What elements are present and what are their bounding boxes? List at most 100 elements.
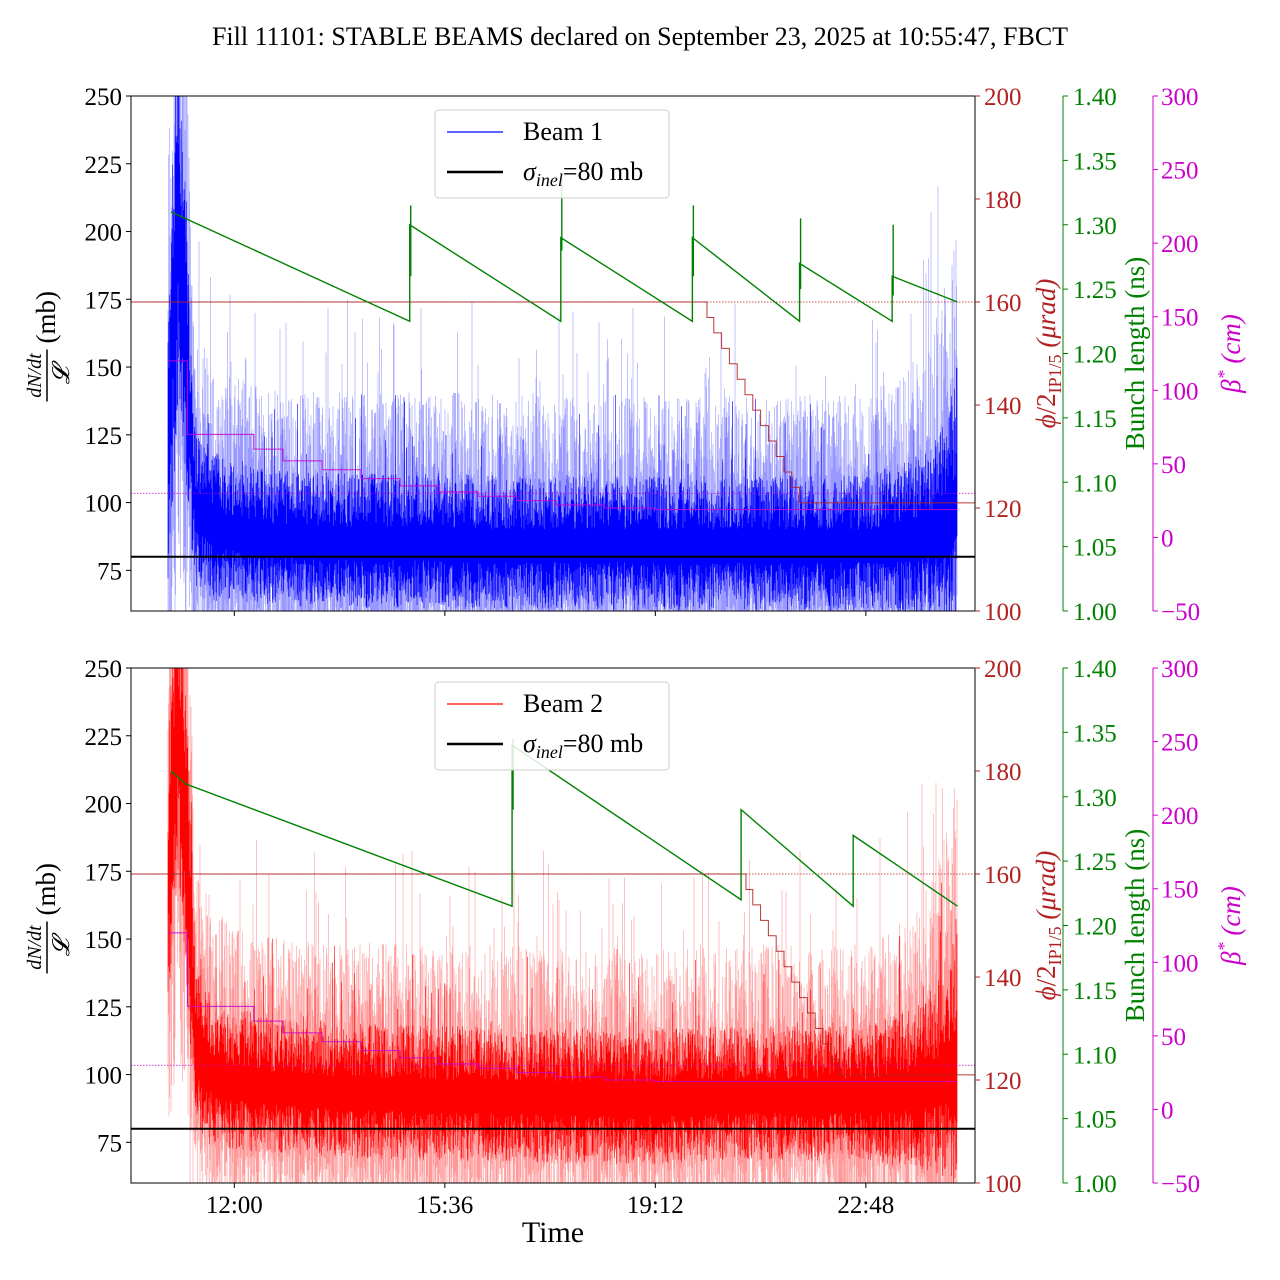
beta-star-tick-label: 0 <box>1161 1097 1174 1124</box>
left-axis-tick-label: 225 <box>85 152 123 179</box>
legend-beam-label: Beam 2 <box>523 689 603 718</box>
crossing-angle-tick-label: 160 <box>984 290 1022 317</box>
beta-star-axis-label: β* (cm) <box>1214 886 1246 966</box>
series-beta-star-line <box>168 932 958 1082</box>
plot-frame <box>130 667 976 1184</box>
crossing-angle-tick-label: 180 <box>984 759 1022 786</box>
bunch-length-tick-label: 1.30 <box>1073 785 1117 812</box>
beta-star-tick-label: −50 <box>1161 1171 1200 1198</box>
crossing-angle-tick-label: 100 <box>984 1171 1022 1198</box>
crossing-angle-tick-label: 120 <box>984 1068 1022 1095</box>
legend-sigma-label: σinel=80 mb <box>523 157 643 190</box>
crossing-angle-tick-label: 140 <box>984 393 1022 420</box>
left-axis-tick-label: 100 <box>85 491 123 518</box>
left-axis-tick-label: 150 <box>85 355 123 382</box>
left-axis-tick-label: 225 <box>85 724 123 751</box>
bunch-length-tick-label: 1.20 <box>1073 342 1117 369</box>
x-axis-tick-label: 19:12 <box>627 1192 684 1219</box>
series-crossing-angle-line <box>131 301 975 504</box>
beta-star-tick-label: 200 <box>1161 231 1199 258</box>
bunch-length-tick-label: 1.35 <box>1073 720 1117 747</box>
crossing-angle-tick-label: 180 <box>984 187 1022 214</box>
bunch-length-line <box>170 211 958 323</box>
crossing-angle-axis-label: ϕ/2IP1/5 (μrad) <box>1031 279 1065 429</box>
left-axis-tick-label: 175 <box>85 859 123 886</box>
left-axis-tick-label: 200 <box>85 792 123 819</box>
crossing-angle-axis-label: ϕ/2IP1/5 (μrad) <box>1031 851 1065 1001</box>
beta-star-tick-label: 250 <box>1161 730 1199 757</box>
x-axis-tick-label: 15:36 <box>416 1192 473 1219</box>
series-beam-2-trace <box>167 668 958 1183</box>
plot-area <box>131 96 975 611</box>
plot-frame <box>130 95 976 612</box>
bunch-length-tick-label: 1.00 <box>1073 1171 1117 1198</box>
beta-star-tick-label: −50 <box>1161 599 1200 626</box>
left-axis-label-unit: (mb) <box>31 291 61 343</box>
crossing-angle-tick-label: 160 <box>984 862 1022 889</box>
bunch-length-tick-label: 1.00 <box>1073 599 1117 626</box>
left-axis-label: dN/dt 𝓛 (mb) <box>24 291 75 402</box>
left-axis-tick-label: 125 <box>85 423 123 450</box>
bunch-length-axis-label: Bunch length (ns) <box>1120 829 1150 1022</box>
beta-star-tick-label: 150 <box>1161 877 1199 904</box>
beta-star-tick-label: 150 <box>1161 305 1199 332</box>
bunch-length-tick-label: 1.40 <box>1073 84 1117 111</box>
bunch-length-tick-label: 1.05 <box>1073 1107 1117 1134</box>
bunch-length-tick-label: 1.35 <box>1073 148 1117 175</box>
bottom-panel-beam2: 75 100 125 150 175 200 225 250 dN/dt 𝓛 (mb) 100 120 1… <box>24 656 1246 1219</box>
crossing-angle-axis-label-text: ϕ/2IP1/5 (μrad) <box>1031 279 1065 429</box>
left-axis-tick-label: 125 <box>85 995 123 1022</box>
bunch-length-tick-label: 1.15 <box>1073 406 1117 433</box>
left-axis-tick-label: 100 <box>85 1063 123 1090</box>
bunch-length-tick-label: 1.05 <box>1073 535 1117 562</box>
beta-star-tick-label: 100 <box>1161 378 1199 405</box>
beta-star-tick-label: 0 <box>1161 525 1174 552</box>
beta-star-tick-label: 300 <box>1161 656 1199 683</box>
beta-star-tick-label: 50 <box>1161 452 1186 479</box>
bunch-length-axis-label: Bunch length (ns) <box>1120 257 1150 450</box>
left-axis-tick-label: 250 <box>85 656 123 683</box>
crossing-angle-tick-label: 100 <box>984 599 1022 626</box>
bunch-length-line <box>170 743 958 908</box>
crossing-angle-tick-label: 120 <box>984 496 1022 523</box>
legend-beam-label: Beam 1 <box>523 117 603 146</box>
x-axis-label: Time <box>522 1216 584 1249</box>
left-axis-label-denominator: 𝓛 <box>49 932 75 956</box>
left-axis-tick-label: 75 <box>97 558 122 585</box>
figure-title: Fill 11101: STABLE BEAMS declared on Sep… <box>212 22 1068 51</box>
bunch-length-tick-label: 1.10 <box>1073 470 1117 497</box>
beta-star-tick-label: 200 <box>1161 803 1199 830</box>
bunch-length-tick-label: 1.40 <box>1073 656 1117 683</box>
series-crossing-angle-line <box>131 873 975 1076</box>
left-axis-label-numerator: dN/dt <box>24 925 46 970</box>
left-axis-tick-label: 175 <box>85 287 123 314</box>
plot-area <box>131 668 975 1183</box>
left-axis-label-numerator: dN/dt <box>24 353 46 398</box>
beta-star-axis-label: β* (cm) <box>1214 314 1246 394</box>
top-panel-beam1: 75 100 125 150 175 200 225 250 dN/dt 𝓛 (mb) 100 120 1… <box>24 84 1246 626</box>
legend-sigma-label: σinel=80 mb <box>523 729 643 762</box>
beta-star-tick-label: 250 <box>1161 158 1199 185</box>
x-axis-tick-label: 22:48 <box>837 1192 894 1219</box>
left-axis-label: dN/dt 𝓛 (mb) <box>24 863 75 974</box>
left-axis-label-unit: (mb) <box>31 863 61 915</box>
bunch-length-tick-label: 1.30 <box>1073 213 1117 240</box>
crossing-angle-tick-label: 200 <box>984 84 1022 111</box>
series-beam-1-trace <box>167 96 958 611</box>
bunch-length-tick-label: 1.25 <box>1073 277 1117 304</box>
beta-star-tick-label: 50 <box>1161 1024 1186 1051</box>
bunch-length-tick-label: 1.20 <box>1073 914 1117 941</box>
left-axis-label-denominator: 𝓛 <box>49 360 75 384</box>
left-axis-tick-label: 200 <box>85 220 123 247</box>
bunch-length-tick-label: 1.15 <box>1073 978 1117 1005</box>
bunch-length-tick-label: 1.25 <box>1073 849 1117 876</box>
crossing-angle-axis-label-text: ϕ/2IP1/5 (μrad) <box>1031 851 1065 1001</box>
bunch-length-tick-label: 1.10 <box>1073 1042 1117 1069</box>
crossing-angle-tick-label: 140 <box>984 965 1022 992</box>
left-axis-tick-label: 75 <box>97 1130 122 1157</box>
crossing-angle-tick-label: 200 <box>984 656 1022 683</box>
left-axis-tick-label: 250 <box>85 84 123 111</box>
x-axis-tick-label: 12:00 <box>206 1192 263 1219</box>
left-axis-tick-label: 150 <box>85 927 123 954</box>
